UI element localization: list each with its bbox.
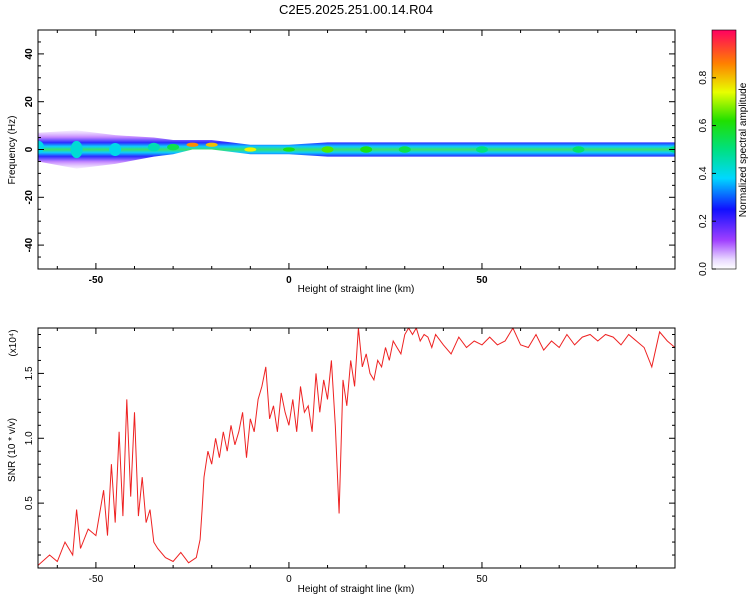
band-peak bbox=[360, 146, 373, 153]
colorbar: 0.0 0.2 0.4 0.6 0.8 Normalized spectral ampl… bbox=[698, 29, 749, 276]
snr-ylabel: SNR (10 * v/v) bbox=[7, 418, 18, 482]
snr-ytick-label: 0.5 bbox=[24, 496, 35, 510]
colorbar-ticks: 0.0 0.2 0.4 0.6 0.8 bbox=[698, 70, 716, 276]
colorbar-label: Normalized spectral amplitude bbox=[738, 82, 749, 217]
spectrogram-ytick-label: -20 bbox=[24, 190, 35, 205]
snr-xlabel: Height of straight line (km) bbox=[298, 584, 415, 595]
snr-frame bbox=[37, 327, 676, 569]
spectrogram-ytick-label: 20 bbox=[24, 96, 35, 108]
snr-ytick-label: 1.5 bbox=[24, 366, 35, 380]
spectrogram-xlabel: Height of straight line (km) bbox=[298, 284, 415, 295]
figure-title: C2E5.2025.251.00.14.R04 bbox=[279, 2, 433, 17]
spectrogram-ytick-label: 0 bbox=[24, 146, 35, 152]
colorbar-tick-label: 0.2 bbox=[698, 214, 709, 228]
snr-xtick-label: -50 bbox=[89, 574, 104, 585]
spectrogram-axes: -50 0 50 -40 -20 0 20 40 bbox=[24, 29, 676, 286]
spectrogram-ytick-label: -40 bbox=[24, 237, 35, 252]
band-peak bbox=[70, 140, 83, 159]
colorbar-tick-label: 0.6 bbox=[698, 118, 709, 132]
band-peak bbox=[282, 147, 295, 152]
spectral-band bbox=[38, 130, 675, 169]
snr-ytick-label: 1.0 bbox=[24, 431, 35, 445]
snr-xtick-label: 0 bbox=[286, 574, 292, 585]
spectrogram-xtick-label: 0 bbox=[286, 275, 292, 286]
band-peak bbox=[475, 146, 488, 153]
snr-plot-area bbox=[38, 328, 675, 566]
spectrogram-ytick-label: 40 bbox=[24, 48, 35, 60]
spectrogram-panel: -50 0 50 -40 -20 0 20 40 Height of straight lin… bbox=[7, 29, 676, 295]
band-peak bbox=[38, 140, 44, 154]
colorbar-tick-label: 0.8 bbox=[698, 70, 709, 84]
band-peak bbox=[572, 146, 585, 153]
spectrogram-xtick-label: -50 bbox=[89, 275, 104, 286]
spectrogram-band bbox=[38, 130, 675, 169]
snr-xtick-label: 50 bbox=[476, 574, 488, 585]
band-peak bbox=[167, 143, 180, 151]
band-peak bbox=[321, 146, 334, 153]
band-peak bbox=[109, 143, 122, 156]
colorbar-tick-label: 0.0 bbox=[698, 262, 709, 276]
snr-line bbox=[38, 328, 675, 566]
band-peak bbox=[147, 142, 160, 152]
spectrogram-xtick-label: 50 bbox=[476, 275, 488, 286]
band-peak bbox=[205, 142, 218, 147]
spectrogram-ylabel: Frequency (Hz) bbox=[7, 116, 18, 185]
band-peak bbox=[398, 146, 411, 153]
colorbar-gradient bbox=[711, 29, 737, 270]
snr-multiplier: (x10⁴) bbox=[8, 329, 19, 356]
band-peak bbox=[244, 147, 257, 152]
snr-axes: -50 0 50 0.5 1.0 1.5 bbox=[24, 328, 676, 585]
snr-panel: -50 0 50 0.5 1.0 1.5 (x10⁴) Height of straigh… bbox=[7, 327, 676, 595]
band-peak bbox=[186, 142, 199, 147]
colorbar-tick-label: 0.4 bbox=[698, 166, 709, 180]
